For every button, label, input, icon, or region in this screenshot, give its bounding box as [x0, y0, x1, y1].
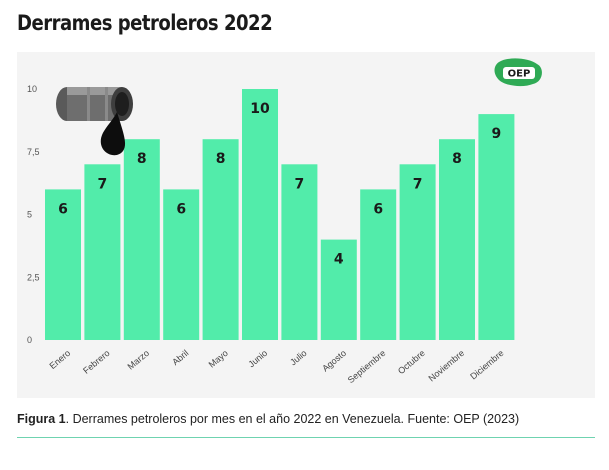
bar-abril — [163, 189, 200, 340]
oil-barrel-icon — [56, 87, 133, 156]
bar-marzo — [123, 139, 160, 340]
x-tick-label: Enero — [47, 348, 72, 371]
chart-panel: 0 2,5 5 7,5 10 6 7 8 6 8 10 7 4 6 7 8 9 Enero Febrero Mar… — [17, 52, 595, 398]
value-label: 8 — [137, 151, 147, 167]
bar-noviembre — [439, 139, 475, 340]
value-label: 7 — [413, 176, 423, 192]
bar-diciembre — [478, 114, 515, 340]
x-tick-label: Diciembre — [468, 348, 505, 382]
x-axis-ticks: Enero Febrero Marzo Abril Mayo Junio Julio Agos… — [47, 348, 505, 385]
x-tick-label: Noviembre — [427, 348, 467, 384]
bar-mayo — [202, 139, 239, 340]
value-label: 7 — [295, 176, 305, 192]
bar-enero — [45, 189, 81, 340]
y-tick-label: 5 — [27, 210, 32, 220]
x-tick-label: Octubre — [396, 348, 427, 376]
bars — [45, 89, 515, 340]
x-tick-label: Mayo — [207, 348, 230, 370]
x-tick-label: Abril — [170, 348, 190, 367]
bar-julio — [281, 164, 318, 340]
bar-octubre — [399, 164, 436, 340]
value-label: 9 — [492, 126, 502, 142]
y-tick-label: 2,5 — [27, 272, 40, 282]
page-title: Derrames petroleros 2022 — [17, 11, 273, 35]
value-label: 6 — [176, 201, 186, 217]
value-label: 6 — [373, 201, 383, 217]
bar-junio — [242, 89, 278, 340]
figure-caption: Figura 1. Derrames petroleros por mes en… — [17, 412, 519, 426]
oep-logo: OEP — [494, 58, 542, 87]
caption-text: . Derrames petroleros por mes en el año … — [65, 412, 520, 426]
y-axis-ticks: 0 2,5 5 7,5 10 — [27, 84, 40, 345]
y-tick-label: 7,5 — [27, 147, 40, 157]
value-label: 4 — [334, 252, 344, 268]
bar-chart: 0 2,5 5 7,5 10 6 7 8 6 8 10 7 4 6 7 8 9 Enero Febrero Mar… — [27, 58, 542, 385]
x-tick-label: Julio — [288, 348, 309, 368]
x-tick-label: Marzo — [125, 348, 151, 372]
caption-label: Figura 1 — [17, 412, 66, 426]
x-tick-label: Septiembre — [346, 348, 388, 385]
y-tick-label: 0 — [27, 335, 32, 345]
value-label: 8 — [216, 151, 226, 167]
value-label: 7 — [98, 176, 108, 192]
bar-septiembre — [360, 189, 397, 340]
x-tick-label: Agosto — [320, 348, 348, 374]
x-tick-label: Junio — [246, 348, 269, 369]
y-tick-label: 10 — [27, 84, 37, 94]
value-label: 6 — [58, 201, 68, 217]
x-tick-label: Febrero — [81, 348, 112, 376]
logo-text: OEP — [508, 69, 531, 80]
value-label: 10 — [250, 101, 270, 117]
bar-febrero — [84, 164, 121, 340]
value-labels: 6 7 8 6 8 10 7 4 6 7 8 9 — [58, 101, 501, 268]
value-label: 8 — [452, 151, 462, 167]
bar-agosto — [320, 239, 357, 340]
caption-divider — [17, 437, 595, 438]
